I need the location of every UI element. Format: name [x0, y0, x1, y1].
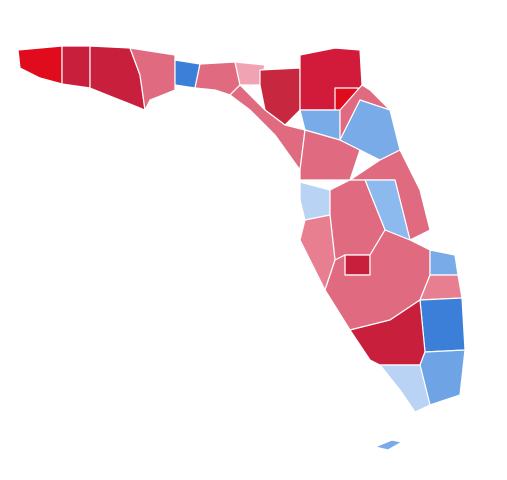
- county: [194, 61, 241, 96]
- county: [299, 181, 331, 221]
- county: [374, 439, 403, 451]
- county: [17, 45, 63, 85]
- county: [379, 364, 431, 413]
- county: [61, 45, 91, 89]
- county: [429, 249, 459, 276]
- county: [344, 254, 371, 276]
- county: [129, 47, 176, 111]
- county: [419, 349, 466, 406]
- county: [419, 297, 466, 353]
